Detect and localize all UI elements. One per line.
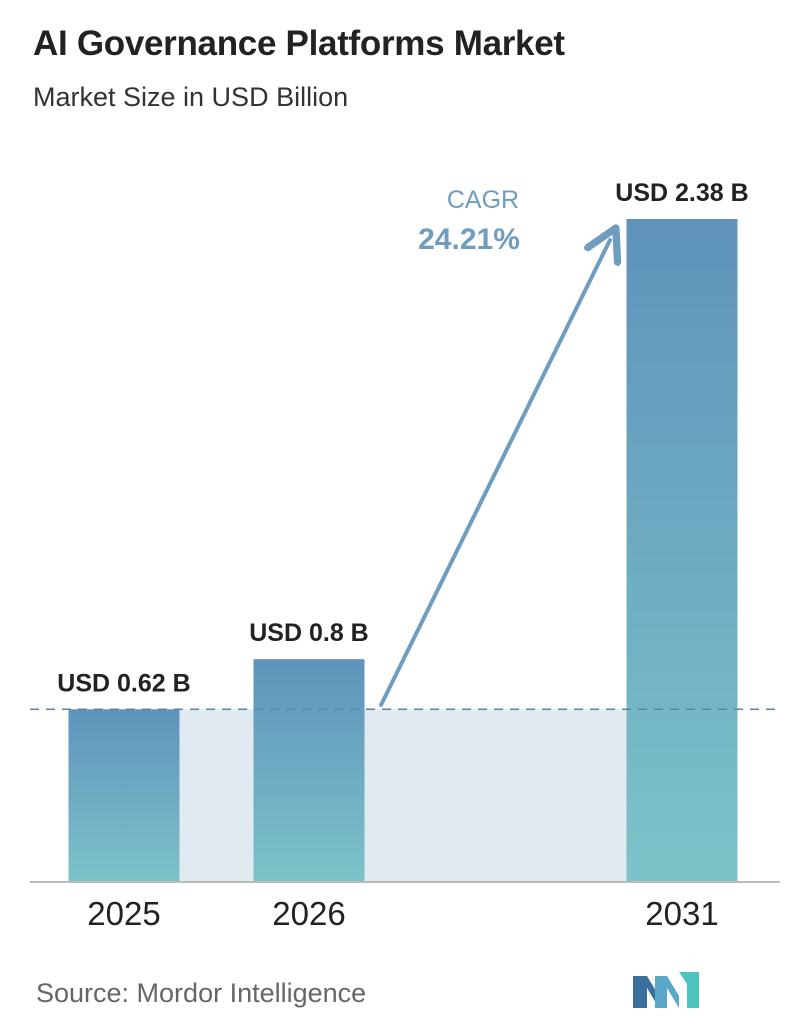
cagr-label: CAGR <box>447 186 519 214</box>
chart-title: AI Governance Platforms Market <box>33 24 565 63</box>
mordor-intelligence-logo-icon <box>633 972 699 1008</box>
cagr-arrow <box>379 240 610 707</box>
bar-2025 <box>68 709 180 882</box>
cagr-value: 24.21% <box>418 223 520 256</box>
band-0 <box>179 709 254 882</box>
value-label-2031: USD 2.38 B <box>615 179 748 207</box>
band-1 <box>364 709 627 882</box>
source-text: Source: Mordor Intelligence <box>36 978 367 1008</box>
category-label-2025: 2025 <box>87 895 160 932</box>
chart-subtitle: Market Size in USD Billion <box>33 82 349 112</box>
bar-2031 <box>626 219 738 882</box>
value-label-2026: USD 0.8 B <box>249 619 368 647</box>
bar-2026 <box>253 659 365 882</box>
category-label-2026: 2026 <box>272 895 345 932</box>
value-label-2025: USD 0.62 B <box>57 669 190 697</box>
category-label-2031: 2031 <box>645 895 718 932</box>
bar-chart: USD 0.62 B 2025 USD 0.8 B 2026 USD 2.38 B 203… <box>30 179 780 932</box>
